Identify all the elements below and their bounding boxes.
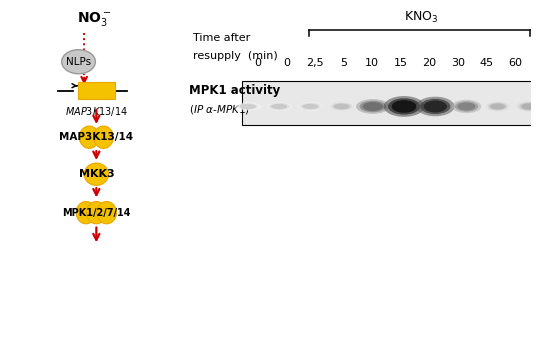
Ellipse shape xyxy=(235,102,261,111)
Text: resupply  (min): resupply (min) xyxy=(193,51,278,61)
Ellipse shape xyxy=(517,101,536,112)
Text: MPK1 activity: MPK1 activity xyxy=(189,84,280,97)
Ellipse shape xyxy=(79,126,99,148)
FancyBboxPatch shape xyxy=(78,82,115,99)
Text: 45: 45 xyxy=(480,58,494,68)
Ellipse shape xyxy=(76,201,96,224)
Ellipse shape xyxy=(485,102,510,111)
Ellipse shape xyxy=(384,96,425,117)
Ellipse shape xyxy=(420,99,450,114)
Text: KNO$_3$: KNO$_3$ xyxy=(404,10,438,25)
Ellipse shape xyxy=(452,100,481,113)
Ellipse shape xyxy=(271,104,287,109)
Ellipse shape xyxy=(97,201,116,224)
Ellipse shape xyxy=(356,99,390,114)
Ellipse shape xyxy=(302,104,318,109)
Text: 10: 10 xyxy=(365,58,379,68)
Ellipse shape xyxy=(84,163,108,185)
Ellipse shape xyxy=(240,104,256,109)
Ellipse shape xyxy=(62,50,95,74)
Text: MKK3: MKK3 xyxy=(79,169,114,179)
Text: NO$_3^-$: NO$_3^-$ xyxy=(77,10,111,28)
Text: 15: 15 xyxy=(394,58,408,68)
Text: NLPs: NLPs xyxy=(66,57,91,67)
Text: 30: 30 xyxy=(451,58,465,68)
Ellipse shape xyxy=(519,102,536,110)
Ellipse shape xyxy=(329,102,355,111)
Ellipse shape xyxy=(269,103,289,110)
Ellipse shape xyxy=(388,98,420,115)
FancyBboxPatch shape xyxy=(242,81,535,125)
Ellipse shape xyxy=(266,102,293,111)
Ellipse shape xyxy=(237,103,258,110)
Ellipse shape xyxy=(331,103,352,110)
Ellipse shape xyxy=(360,101,386,112)
Ellipse shape xyxy=(363,102,383,111)
Text: 0: 0 xyxy=(255,58,262,68)
Text: MPK1/2/7/14: MPK1/2/7/14 xyxy=(62,208,131,218)
Ellipse shape xyxy=(490,103,505,109)
Ellipse shape xyxy=(297,102,324,111)
Ellipse shape xyxy=(423,100,447,113)
Ellipse shape xyxy=(300,103,321,110)
Text: Time after: Time after xyxy=(193,33,250,43)
Text: 5: 5 xyxy=(340,58,347,68)
Ellipse shape xyxy=(416,97,455,116)
Text: 20: 20 xyxy=(422,58,436,68)
Text: MAP3K13/14: MAP3K13/14 xyxy=(59,132,133,142)
Ellipse shape xyxy=(457,103,475,110)
Text: 2,5: 2,5 xyxy=(307,58,324,68)
Ellipse shape xyxy=(522,103,536,110)
Ellipse shape xyxy=(86,201,106,224)
Text: ($\mathit{IP\ \alpha\text{-}MPK1}$): ($\mathit{IP\ \alpha\text{-}MPK1}$) xyxy=(189,103,250,116)
Ellipse shape xyxy=(94,126,113,148)
Ellipse shape xyxy=(455,101,478,112)
Ellipse shape xyxy=(488,103,508,110)
Ellipse shape xyxy=(392,100,416,113)
Ellipse shape xyxy=(333,104,349,109)
Text: 0: 0 xyxy=(283,58,290,68)
Text: 60: 60 xyxy=(508,58,522,68)
Text: $\mathit{MAP3K13/14}$: $\mathit{MAP3K13/14}$ xyxy=(65,105,128,118)
